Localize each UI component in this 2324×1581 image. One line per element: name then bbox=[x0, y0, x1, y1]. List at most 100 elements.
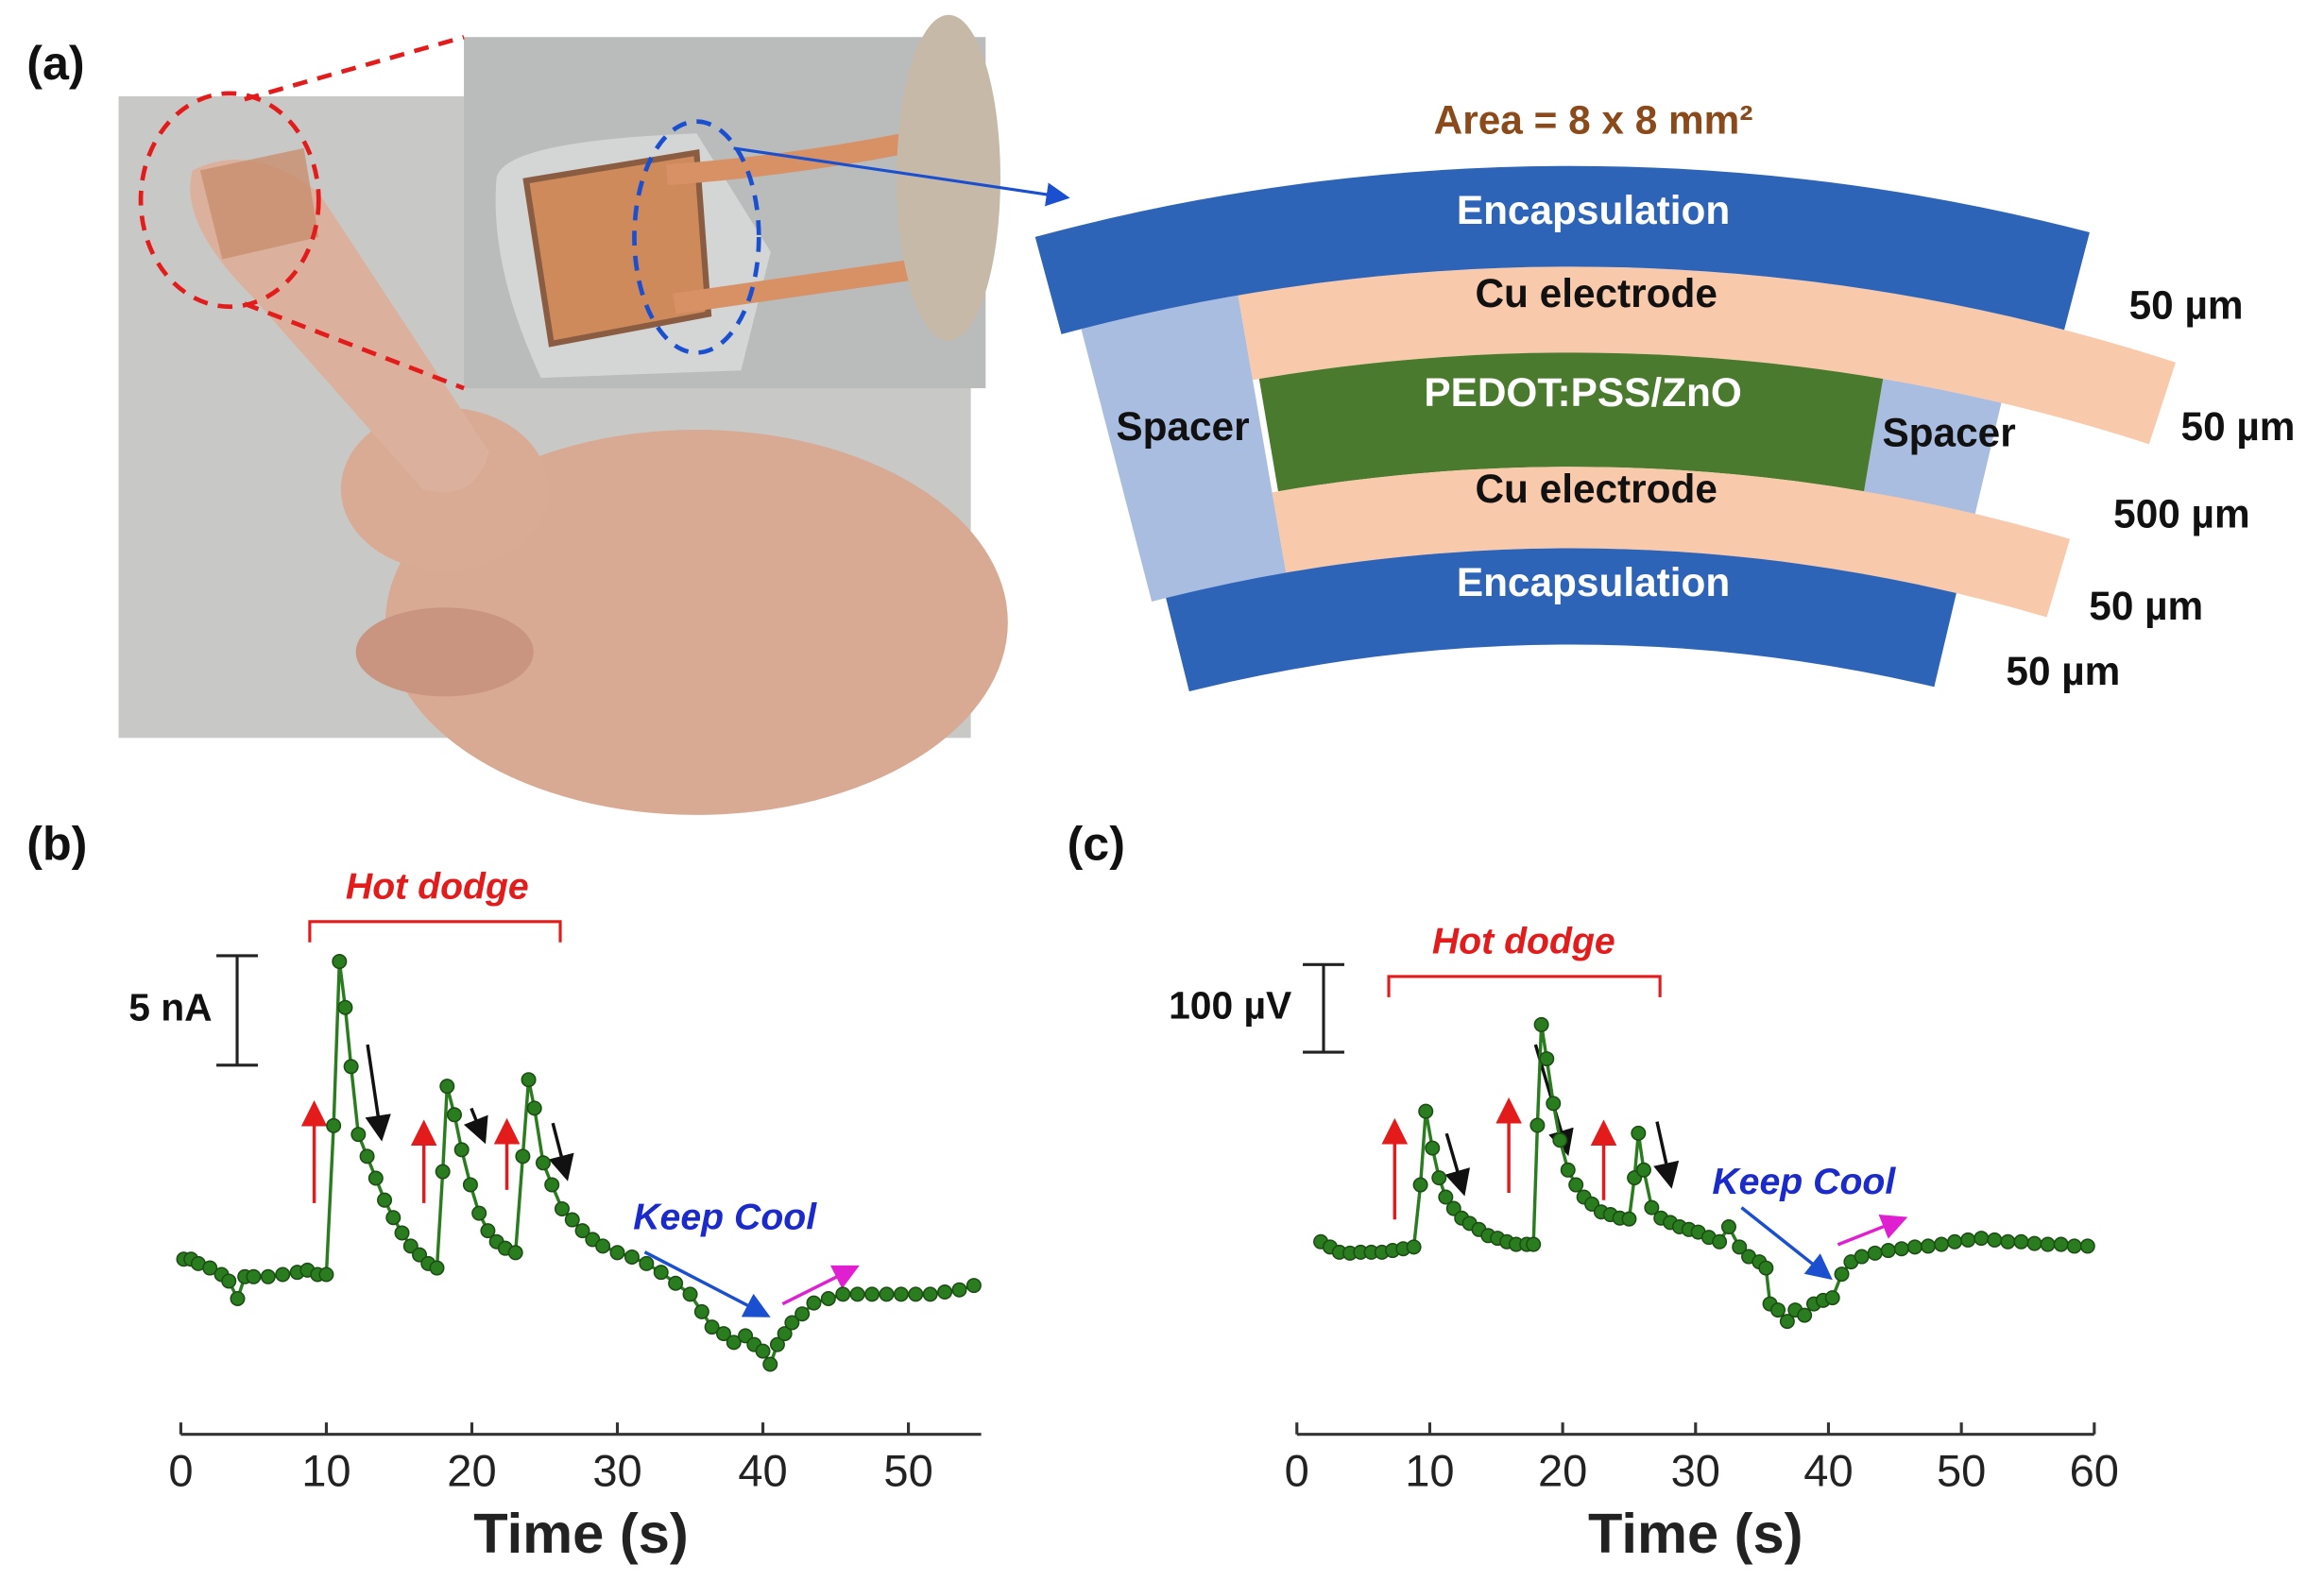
data-point bbox=[1934, 1236, 1950, 1252]
annotation: Keep Cool bbox=[633, 1197, 817, 1238]
data-point bbox=[795, 1306, 811, 1322]
panel-label: (b) bbox=[26, 818, 87, 871]
data-point bbox=[246, 1268, 262, 1284]
data-point bbox=[1635, 1162, 1651, 1178]
bracket bbox=[1387, 975, 1662, 997]
data-point bbox=[1758, 1260, 1774, 1276]
data-point bbox=[653, 1265, 669, 1281]
data-point bbox=[337, 999, 353, 1015]
data-point bbox=[1779, 1314, 1795, 1330]
x-tick-label: 20 bbox=[447, 1445, 496, 1495]
data-point bbox=[521, 1072, 537, 1088]
data-point bbox=[429, 1260, 445, 1276]
data-point bbox=[462, 1177, 478, 1193]
data-point bbox=[595, 1238, 611, 1254]
data-point bbox=[769, 1336, 785, 1352]
data-point bbox=[820, 1290, 836, 1306]
data-point bbox=[564, 1212, 580, 1228]
data-point bbox=[864, 1286, 880, 1302]
data-point bbox=[1770, 1302, 1786, 1318]
data-point bbox=[624, 1249, 640, 1265]
layer-label: Encapsulation bbox=[1457, 560, 1730, 604]
x-axis-title: Time (s) bbox=[1588, 1502, 1803, 1565]
data-point bbox=[394, 1225, 410, 1241]
data-point bbox=[350, 1127, 367, 1143]
data-point bbox=[359, 1148, 375, 1164]
data-point bbox=[1425, 1140, 1441, 1156]
x-tick-label: 10 bbox=[1405, 1445, 1454, 1495]
spacer-label: Spacer bbox=[1116, 404, 1249, 449]
x-axis-title: Time (s) bbox=[473, 1502, 688, 1565]
data-point bbox=[544, 1177, 560, 1193]
data-point bbox=[1854, 1249, 1870, 1265]
data-point bbox=[2040, 1236, 2056, 1252]
annotation-arrows bbox=[300, 1044, 1908, 1318]
data-point bbox=[574, 1223, 590, 1239]
spacer-label: Spacer bbox=[1882, 410, 2015, 454]
layer bbox=[1166, 548, 1957, 692]
data-point bbox=[515, 1148, 531, 1164]
data-point bbox=[2079, 1238, 2095, 1254]
series-line bbox=[183, 960, 975, 1368]
data-point bbox=[507, 1245, 523, 1261]
x-tick-label: 60 bbox=[2070, 1445, 2119, 1495]
scale-bar-label: 5 nA bbox=[128, 986, 212, 1029]
data-point bbox=[762, 1356, 778, 1372]
data-point bbox=[1867, 1245, 1883, 1261]
area-label: Area = 8 x 8 mm² bbox=[1434, 97, 1753, 142]
data-point bbox=[1893, 1241, 1909, 1257]
data-point bbox=[275, 1266, 291, 1283]
data-point bbox=[1631, 1125, 1647, 1141]
layer-label: PEDOT:PSS/ZnO bbox=[1424, 370, 1741, 415]
data-point bbox=[726, 1334, 742, 1351]
annotation: Keep Cool bbox=[1712, 1161, 1896, 1202]
data-point bbox=[1539, 1051, 1555, 1067]
data-point bbox=[1947, 1233, 1963, 1250]
photo bbox=[118, 14, 1070, 815]
layer-label: Cu electrode bbox=[1475, 271, 1717, 315]
data-point bbox=[1560, 1162, 1576, 1178]
data-point bbox=[922, 1286, 938, 1302]
data-point bbox=[1960, 1232, 1976, 1248]
thickness-label: 50 µm bbox=[2181, 404, 2296, 449]
thickness-label: 50 µm bbox=[2089, 584, 2203, 628]
data-point bbox=[1834, 1266, 1850, 1283]
data-point bbox=[1797, 1307, 1813, 1323]
data-point bbox=[480, 1223, 496, 1239]
data-point bbox=[385, 1210, 402, 1226]
data-point bbox=[230, 1290, 246, 1306]
data-point bbox=[1546, 1096, 1562, 1112]
data-point bbox=[526, 1100, 542, 1116]
data-point bbox=[784, 1315, 800, 1331]
data-point bbox=[221, 1273, 237, 1289]
data-point bbox=[326, 1117, 342, 1133]
data-point bbox=[609, 1245, 625, 1261]
data-point bbox=[1418, 1103, 1434, 1119]
data-point bbox=[715, 1326, 731, 1342]
data-point bbox=[1526, 1236, 1542, 1252]
data-point bbox=[260, 1268, 276, 1284]
x-tick-label: 50 bbox=[883, 1445, 932, 1495]
data-point bbox=[1533, 1016, 1549, 1032]
layer bbox=[1258, 352, 1884, 492]
data-point bbox=[755, 1343, 771, 1359]
layer-label: Encapsulation bbox=[1457, 188, 1730, 232]
data-point bbox=[1880, 1243, 1896, 1259]
data-point bbox=[1406, 1239, 1422, 1255]
data-point bbox=[2026, 1235, 2042, 1251]
data-point bbox=[835, 1286, 851, 1302]
data-point bbox=[1445, 1200, 1461, 1216]
panel-label: (c) bbox=[1068, 818, 1125, 871]
data-point bbox=[202, 1260, 218, 1276]
data-point bbox=[879, 1286, 895, 1302]
x-tick-label: 50 bbox=[1937, 1445, 1986, 1495]
data-point bbox=[893, 1286, 909, 1302]
data-point bbox=[2053, 1236, 2069, 1252]
thickness-label: 50 µm bbox=[2006, 649, 2120, 693]
data-point bbox=[2000, 1233, 2016, 1250]
x-tick-label: 0 bbox=[168, 1445, 193, 1495]
data-point bbox=[471, 1205, 487, 1221]
data-point bbox=[1412, 1177, 1428, 1193]
data-point bbox=[704, 1319, 720, 1335]
